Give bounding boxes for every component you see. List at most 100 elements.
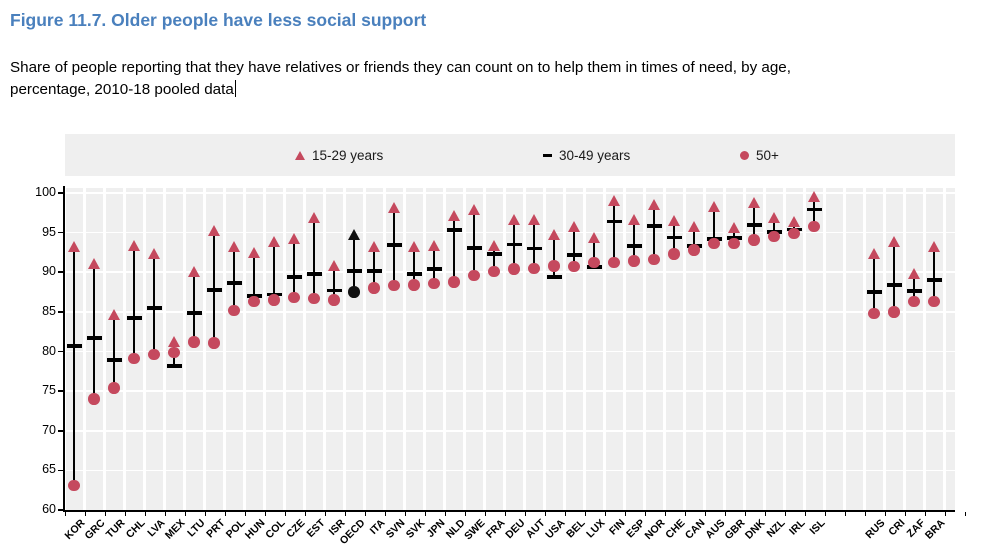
y-axis-tick bbox=[58, 390, 63, 392]
range-line-PRT bbox=[212, 230, 216, 343]
marker-dash-ZAF bbox=[906, 289, 922, 294]
marker-dash-FIN bbox=[606, 219, 622, 224]
category-band bbox=[625, 188, 643, 510]
marker-triangle-OECD bbox=[347, 228, 360, 240]
x-axis-tick bbox=[424, 511, 427, 516]
gridline bbox=[63, 469, 955, 472]
figure-subtitle[interactable]: Share of people reporting that they have… bbox=[10, 57, 970, 100]
marker-triangle-USA bbox=[547, 228, 560, 240]
marker-circle-CHL bbox=[128, 352, 140, 365]
range-line-NZL bbox=[772, 217, 776, 237]
x-axis-tick bbox=[124, 511, 127, 516]
x-axis-tick bbox=[764, 511, 767, 516]
marker-dash-AUT bbox=[526, 246, 542, 251]
y-axis-tick bbox=[58, 231, 63, 234]
range-line-CZE bbox=[292, 238, 296, 298]
marker-triangle-COL bbox=[267, 235, 280, 247]
x-axis-tick bbox=[104, 511, 107, 516]
marker-dash-CHL bbox=[126, 316, 142, 321]
x-axis-tick bbox=[964, 511, 967, 516]
marker-dash-BEL bbox=[566, 252, 582, 257]
x-axis-tick bbox=[264, 511, 267, 516]
marker-dash-OECD bbox=[346, 268, 362, 273]
marker-circle-BEL bbox=[568, 260, 580, 273]
category-band bbox=[645, 188, 663, 510]
x-axis-tick bbox=[164, 511, 167, 516]
x-axis-tick bbox=[684, 511, 687, 516]
range-line-LTU bbox=[192, 271, 196, 342]
marker-circle-GRC bbox=[88, 393, 100, 405]
range-line-LUX bbox=[592, 237, 596, 267]
x-axis-tick bbox=[524, 511, 527, 516]
category-band bbox=[605, 188, 623, 510]
range-line-ESP bbox=[632, 219, 636, 262]
range-line-LVA bbox=[152, 253, 156, 355]
marker-dash-SVN bbox=[386, 243, 402, 248]
marker-circle-BRA bbox=[928, 295, 940, 308]
marker-triangle-EST bbox=[307, 212, 320, 224]
x-axis-tick bbox=[324, 511, 327, 516]
marker-triangle-NZL bbox=[767, 212, 780, 224]
marker-dash-BRA bbox=[926, 278, 942, 282]
marker-circle-LTU bbox=[188, 336, 200, 348]
range-line-AUT bbox=[532, 219, 536, 269]
x-axis-tick bbox=[644, 511, 647, 516]
x-axis-tick bbox=[544, 511, 547, 516]
circle-icon bbox=[740, 150, 749, 160]
x-axis-tick bbox=[444, 511, 447, 516]
marker-dash-DNK bbox=[746, 222, 762, 227]
marker-triangle-BRA bbox=[927, 241, 940, 253]
x-axis-tick bbox=[724, 511, 727, 516]
marker-triangle-AUS bbox=[707, 200, 720, 212]
y-tick-label: 75 bbox=[42, 383, 56, 398]
legend-label: 30-49 years bbox=[559, 147, 631, 163]
marker-triangle-PRT bbox=[207, 224, 220, 236]
range-line-IRL bbox=[792, 221, 796, 234]
marker-circle-CZE bbox=[288, 291, 300, 304]
category-band bbox=[805, 188, 823, 510]
marker-circle-SVN bbox=[388, 279, 400, 292]
x-axis-line bbox=[63, 509, 955, 512]
subtitle-line1: Share of people reporting that they have… bbox=[10, 59, 791, 76]
x-axis-tick bbox=[584, 511, 587, 516]
marker-triangle-ESP bbox=[627, 214, 640, 226]
marker-triangle-POL bbox=[227, 241, 240, 253]
marker-triangle-TUR bbox=[107, 308, 120, 320]
x-axis-tick bbox=[864, 511, 867, 516]
range-line-ZAF bbox=[912, 273, 916, 302]
marker-circle-IRL bbox=[788, 227, 800, 240]
marker-dash-MEX bbox=[166, 363, 182, 368]
text-cursor bbox=[234, 79, 237, 97]
marker-triangle-SVN bbox=[387, 201, 400, 213]
x-axis-tick bbox=[304, 511, 307, 516]
legend-label: 15-29 years bbox=[312, 147, 384, 163]
range-line-SWE bbox=[472, 209, 476, 276]
marker-triangle-ITA bbox=[367, 240, 380, 252]
category-band bbox=[685, 188, 703, 510]
category-band bbox=[265, 188, 283, 510]
y-axis-tick bbox=[58, 350, 63, 353]
range-line-ISR bbox=[332, 265, 336, 300]
category-band bbox=[765, 188, 783, 510]
marker-circle-ESP bbox=[628, 255, 640, 267]
marker-dash-GRC bbox=[86, 336, 102, 340]
category-band bbox=[285, 188, 303, 510]
y-axis-tick bbox=[58, 509, 63, 511]
y-axis-tick bbox=[58, 469, 63, 472]
marker-circle-ZAF bbox=[908, 295, 920, 308]
category-band bbox=[225, 188, 243, 510]
y-tick-label: 100 bbox=[35, 185, 56, 199]
marker-circle-COL bbox=[268, 294, 280, 306]
marker-dash-NOR bbox=[646, 224, 662, 229]
category-band bbox=[205, 188, 223, 510]
gridline bbox=[63, 390, 955, 392]
marker-dash-ISR bbox=[326, 288, 342, 293]
x-axis-tick bbox=[824, 511, 827, 516]
x-axis-tick bbox=[784, 511, 787, 516]
category-band bbox=[365, 188, 383, 510]
marker-circle-RUS bbox=[868, 307, 880, 320]
marker-triangle-LTU bbox=[187, 265, 200, 277]
marker-circle-MEX bbox=[168, 346, 180, 359]
x-axis-tick bbox=[144, 511, 147, 516]
